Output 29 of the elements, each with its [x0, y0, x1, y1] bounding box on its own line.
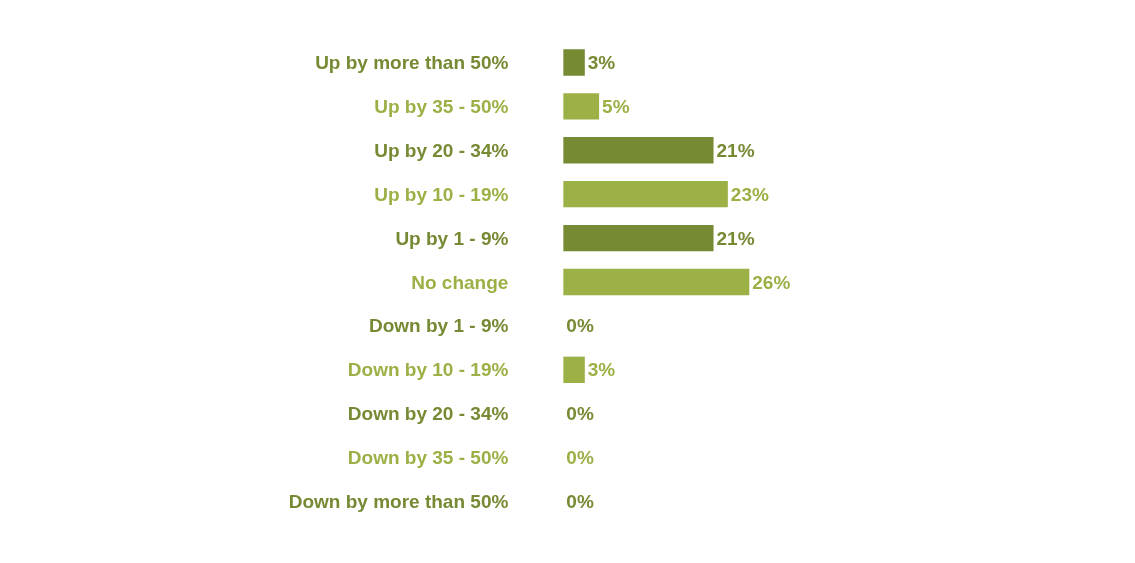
bar [563, 181, 728, 208]
data-label: 21% [716, 139, 755, 161]
bar [563, 268, 750, 296]
y-tick-label: Up by 35 - 50% [374, 95, 509, 117]
bar [563, 49, 585, 76]
data-label: 0% [566, 491, 594, 513]
data-label: 3% [587, 51, 616, 73]
data-label: 0% [566, 315, 594, 337]
y-tick-label: Up by 1 - 9% [395, 227, 509, 249]
y-tick-label: No change [411, 271, 509, 293]
data-label: 3% [587, 359, 616, 381]
data-label: 26% [752, 271, 791, 293]
bar [563, 224, 714, 252]
y-tick-label: Down by 20 - 34% [347, 403, 509, 425]
y-tick-label: Down by 1 - 9% [369, 315, 509, 337]
data-label: 0% [566, 447, 594, 469]
y-tick-label: Up by more than 50% [315, 51, 509, 73]
bar [563, 93, 600, 120]
bar [563, 137, 714, 164]
y-tick-label: Up by 10 - 19% [374, 183, 509, 205]
data-label: 23% [730, 183, 769, 205]
bar [563, 356, 585, 383]
data-label: 5% [602, 95, 630, 117]
y-tick-label: Down by 10 - 19% [347, 359, 509, 381]
y-tick-label: Up by 20 - 34% [374, 139, 509, 161]
data-label: 21% [716, 227, 755, 249]
y-tick-label: Down by more than 50% [288, 491, 509, 513]
data-label: 0% [566, 403, 594, 425]
y-tick-label: Down by 35 - 50% [347, 447, 509, 469]
